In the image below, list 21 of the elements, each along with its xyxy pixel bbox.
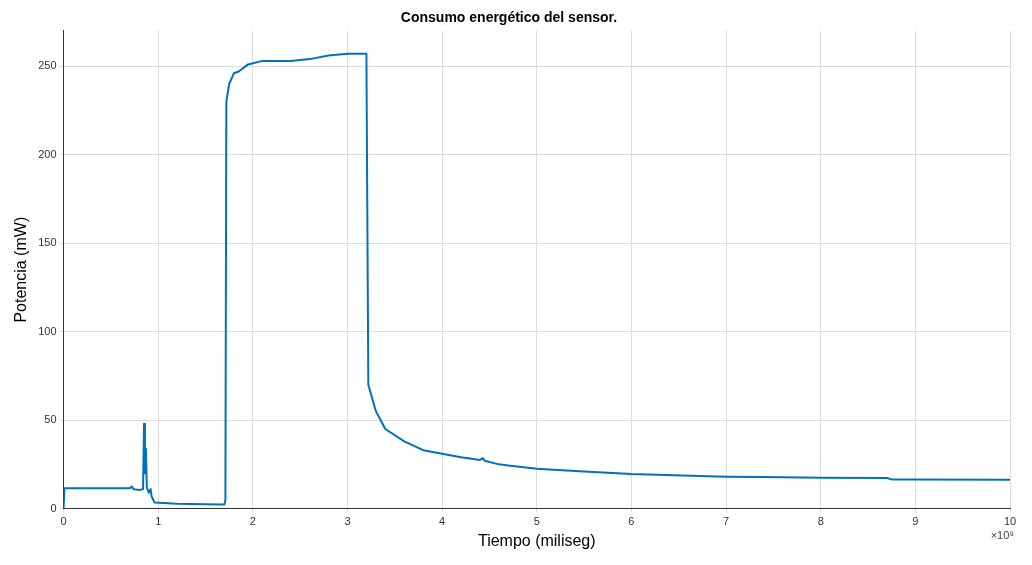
x-tick-label: 1 bbox=[155, 515, 162, 528]
x-tick-label: 4 bbox=[439, 515, 446, 528]
x-tick-label: 6 bbox=[628, 515, 635, 528]
text: ×10⁹ bbox=[990, 529, 1014, 542]
x-tick-label: 9 bbox=[912, 515, 919, 528]
x-tick-label: 8 bbox=[817, 515, 824, 528]
y-tick-label: 100 bbox=[38, 324, 57, 337]
y-tick-label: 50 bbox=[44, 413, 57, 426]
x-axis-title: Tiempo (miliseg) bbox=[477, 531, 596, 549]
y-tick-label: 150 bbox=[38, 236, 57, 249]
x-tick-label: 5 bbox=[533, 515, 540, 528]
x-tick-label: 7 bbox=[723, 515, 730, 528]
x-tick-label: 0 bbox=[60, 515, 67, 528]
y-axis-title: Potencia (mW) bbox=[12, 216, 30, 323]
x-tick-label: 2 bbox=[249, 515, 256, 528]
y-tick-label: 0 bbox=[50, 501, 57, 514]
y-tick-label: 200 bbox=[38, 147, 57, 160]
x-tick-label: 10 bbox=[1003, 515, 1017, 528]
x-tick-label: 3 bbox=[344, 515, 351, 528]
chart-title: Consumo energético del sensor. bbox=[400, 9, 618, 26]
y-tick-label: 250 bbox=[38, 59, 57, 72]
